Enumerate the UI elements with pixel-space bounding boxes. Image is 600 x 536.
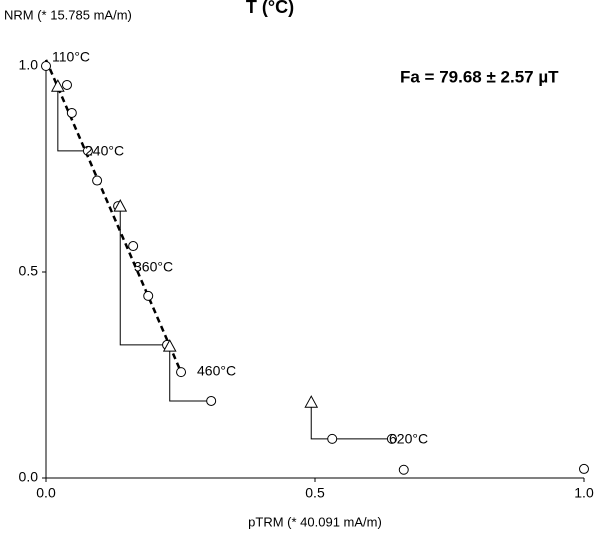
y-tick-label: 1.0 <box>19 57 39 73</box>
x-tick-label: 0.0 <box>36 485 56 501</box>
ptrm-check <box>50 79 65 92</box>
data-point <box>128 241 139 252</box>
temperature-label: 360°C <box>134 259 173 275</box>
data-point <box>386 433 397 444</box>
data-point <box>66 107 77 118</box>
ptrm-check <box>162 339 177 352</box>
x-axis-label: pTRM (* 40.091 mA/m) <box>248 514 382 529</box>
fit-line <box>44 59 183 373</box>
ptrm-check <box>304 395 319 408</box>
data-point <box>206 395 217 406</box>
y-tick-label: 0.0 <box>19 469 39 485</box>
data-point <box>41 61 51 71</box>
temperature-label: 620°C <box>389 431 428 447</box>
y-tick-label: 0.5 <box>19 263 39 279</box>
temperature-label: 110°C <box>52 49 90 65</box>
data-point <box>579 463 589 474</box>
temperature-label: 240°C <box>85 143 124 159</box>
temperature-label: 460°C <box>197 363 236 379</box>
check-connector <box>57 86 88 152</box>
check-connector <box>119 206 168 346</box>
data-point <box>176 367 187 378</box>
y-axis-label: NRM (* 15.785 mA/m) <box>4 7 132 22</box>
result-annotation: Fa = 79.68 ± 2.57 µT <box>400 67 559 86</box>
check-connector <box>169 346 212 402</box>
data-point <box>61 79 72 90</box>
x-tick-label: 1.0 <box>574 485 594 501</box>
data-point <box>82 145 93 156</box>
ptrm-check <box>113 199 128 212</box>
data-point <box>143 290 154 301</box>
check-connector <box>310 402 392 440</box>
data-point <box>327 433 338 444</box>
data-point <box>92 175 103 186</box>
data-point <box>398 464 409 475</box>
chart-title: T (°C) <box>246 0 294 17</box>
x-tick-label: 0.5 <box>305 485 325 501</box>
